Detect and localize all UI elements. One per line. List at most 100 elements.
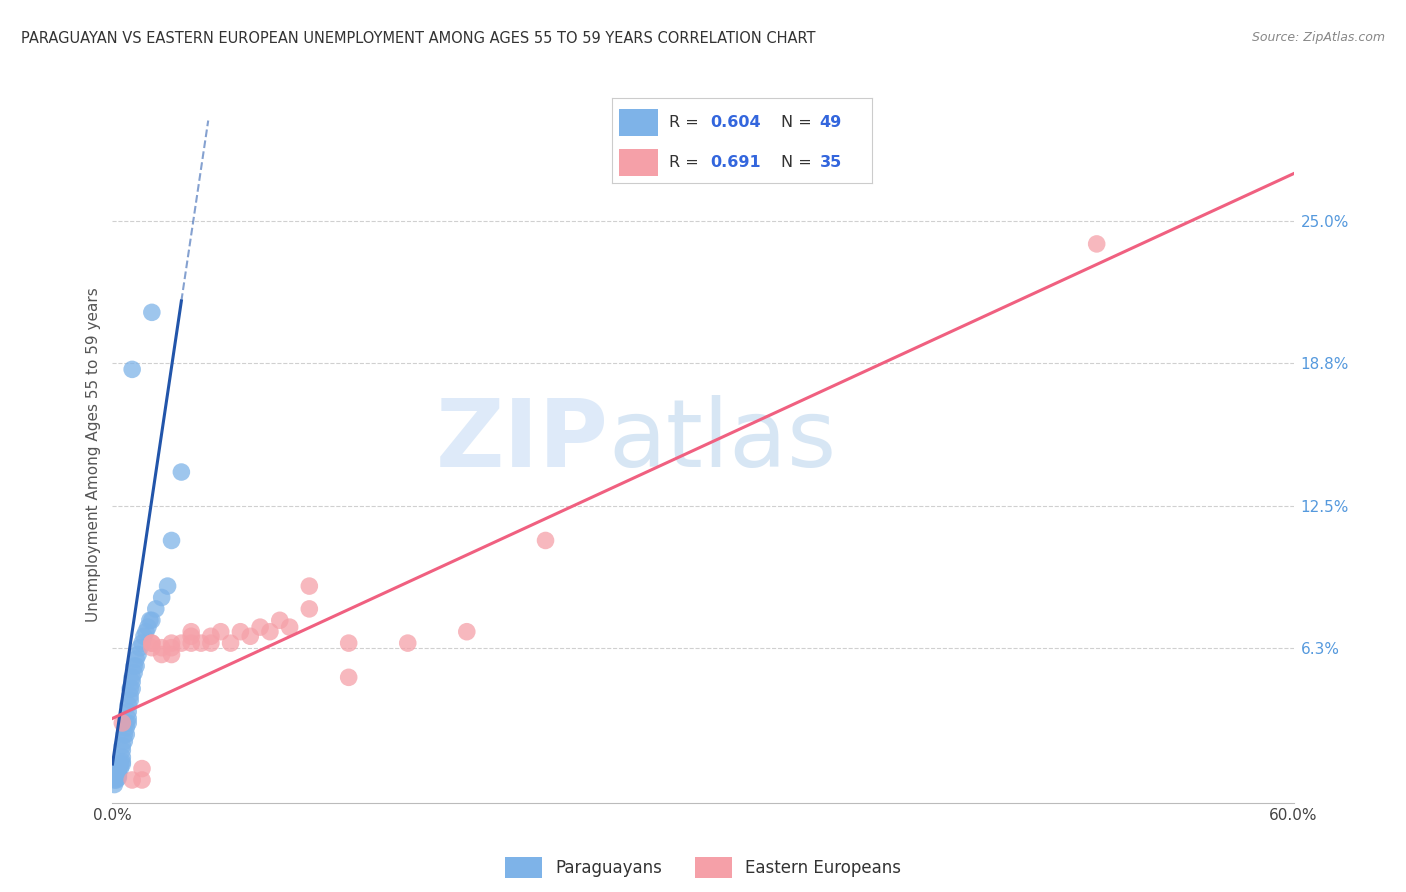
Point [111,755,134,769]
Point [121,670,143,684]
Point [200,636,222,650]
Bar [620,149,658,176]
Point [150,648,173,662]
Point [180,636,202,650]
Point [200,629,222,643]
Point [107,764,129,778]
Text: N =: N = [780,115,817,130]
Text: R =: R = [669,115,704,130]
Point [259,624,281,639]
Point [125,659,148,673]
Y-axis label: Unemployment Among Ages 55 to 59 years: Unemployment Among Ages 55 to 59 years [86,287,101,623]
Point [105,771,128,785]
Point [127,648,149,662]
Point [111,750,134,764]
Point [141,640,163,655]
Point [132,629,155,643]
Point [337,670,360,684]
Point [117,715,139,730]
Point [180,624,202,639]
Point [111,757,134,772]
Point [115,727,138,741]
Text: ZIP: ZIP [436,395,609,487]
Point [160,640,183,655]
Point [337,636,360,650]
Point [117,698,139,712]
Point [120,689,142,703]
Point [180,629,202,643]
Point [219,636,242,650]
Point [150,591,173,605]
Point [112,727,135,741]
Text: R =: R = [669,155,704,170]
Point [139,613,162,627]
Point [278,620,301,634]
Point [111,743,134,757]
Point [141,305,163,319]
Point [122,659,145,673]
Point [229,624,252,639]
Point [456,624,478,639]
Point [156,579,179,593]
Point [103,772,125,787]
Point [298,602,321,616]
Point [112,734,135,748]
Text: 35: 35 [820,155,842,170]
Point [170,465,193,479]
Point [135,624,157,639]
Point [160,648,183,662]
Point [121,772,143,787]
Point [136,620,159,634]
Text: Source: ZipAtlas.com: Source: ZipAtlas.com [1251,31,1385,45]
Point [298,579,321,593]
Point [129,640,152,655]
Text: 0.604: 0.604 [710,115,761,130]
Point [131,772,153,787]
Point [120,693,142,707]
Text: atlas: atlas [609,395,837,487]
Point [115,721,138,735]
Bar [620,109,658,136]
Point [249,620,271,634]
Text: 49: 49 [820,115,842,130]
Point [107,771,129,785]
Point [110,757,132,772]
Point [269,613,291,627]
Point [117,705,139,719]
Legend: Paraguayans, Eastern Europeans: Paraguayans, Eastern Europeans [498,850,908,885]
Point [117,711,139,725]
Point [107,768,129,782]
Point [105,772,128,787]
Point [115,715,138,730]
Point [160,636,183,650]
Point [190,636,212,650]
Point [131,636,153,650]
Point [111,739,134,753]
Point [145,602,167,616]
Point [121,681,143,696]
Point [122,665,145,680]
Point [239,629,262,643]
Point [125,652,148,666]
Point [141,636,163,650]
Text: PARAGUAYAN VS EASTERN EUROPEAN UNEMPLOYMENT AMONG AGES 55 TO 59 YEARS CORRELATIO: PARAGUAYAN VS EASTERN EUROPEAN UNEMPLOYM… [21,31,815,46]
Point [150,640,173,655]
Point [111,715,134,730]
Point [141,636,163,650]
Point [110,762,132,776]
Point [141,613,163,627]
Point [534,533,557,548]
Point [120,681,142,696]
Point [107,766,129,780]
Text: 0.691: 0.691 [710,155,761,170]
Point [103,778,125,792]
Point [170,636,193,650]
Point [121,674,143,689]
Point [209,624,232,639]
Point [1085,236,1108,251]
Point [121,362,143,376]
Point [160,533,183,548]
Point [131,762,153,776]
Point [396,636,419,650]
Text: N =: N = [780,155,817,170]
